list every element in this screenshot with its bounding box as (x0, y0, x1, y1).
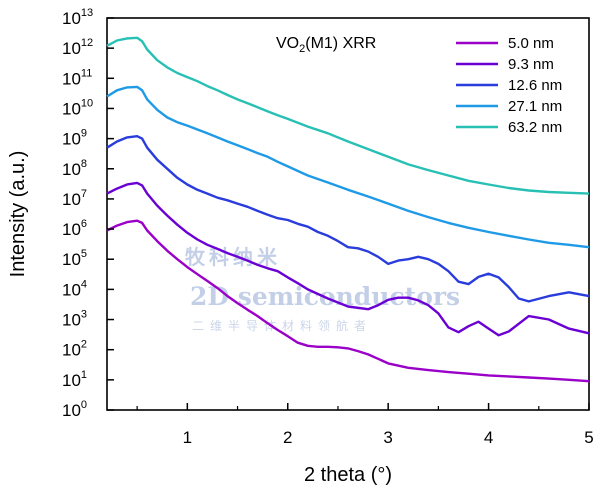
y-tick-label-11: 1011 (62, 67, 92, 88)
legend-label-4: 63.2 nm (508, 119, 562, 136)
legend-label-2: 12.6 nm (508, 77, 562, 94)
y-tick-label-10: 1010 (62, 97, 93, 118)
y-tick-label-8: 108 (62, 158, 87, 179)
x-tick-label-2: 3 (383, 428, 392, 447)
chart-title-rest: (M1) XRR (305, 35, 376, 52)
y-axis-ticks: 100 101 102 103 104 105 106 107 108 109 1010 1011 10… (62, 7, 114, 420)
series-layer (106, 36, 590, 383)
y-tick-label-3: 103 (62, 309, 87, 330)
chart-title-base: VO (276, 35, 299, 52)
y-tick-label-12: 1012 (62, 37, 93, 58)
watermark: 牧科纳米 2D semiconductors 二维半导体材料领航者 (185, 245, 460, 333)
legend: 5.0 nm 9.3 nm 12.6 nm 27.1 nm 63.2 nm (456, 35, 562, 136)
y-axis-label: Intensity (a.u.) (7, 151, 29, 278)
watermark-line-1: 牧科纳米 (185, 245, 281, 269)
y-tick-label-1: 101 (62, 369, 87, 390)
y-tick-label-6: 106 (62, 218, 87, 239)
plot-frame (106, 17, 590, 411)
chart-title-sub: 2 (299, 43, 305, 55)
y-tick-label-13: 1013 (62, 7, 93, 28)
x-axis-ticks: 1 2 3 4 5 (136, 403, 594, 447)
x-tick-label-0: 1 (183, 428, 192, 447)
series-line-0 (106, 219, 590, 383)
y-tick-label-4: 104 (62, 278, 87, 299)
legend-label-1: 9.3 nm (508, 56, 554, 73)
series-line-2 (106, 135, 590, 303)
y-tick-label-0: 100 (62, 399, 87, 420)
watermark-line-3: 二维半导体材料领航者 (192, 318, 372, 333)
x-axis-label: 2 theta (°) (304, 464, 392, 486)
x-tick-label-3: 4 (484, 428, 493, 447)
legend-label-0: 5.0 nm (508, 35, 554, 52)
x-tick-label-1: 2 (283, 428, 292, 447)
series-line-3 (106, 85, 590, 249)
series-line-1 (106, 181, 590, 337)
chart-title: VO2(M1) XRR (276, 35, 376, 55)
x-tick-label-4: 5 (584, 428, 593, 447)
y-tick-label-5: 105 (62, 248, 87, 269)
y-tick-label-2: 102 (62, 339, 87, 360)
y-tick-label-9: 109 (62, 128, 87, 149)
series-line-4 (106, 36, 590, 195)
legend-label-3: 27.1 nm (508, 98, 562, 115)
y-tick-label-7: 107 (62, 188, 87, 209)
